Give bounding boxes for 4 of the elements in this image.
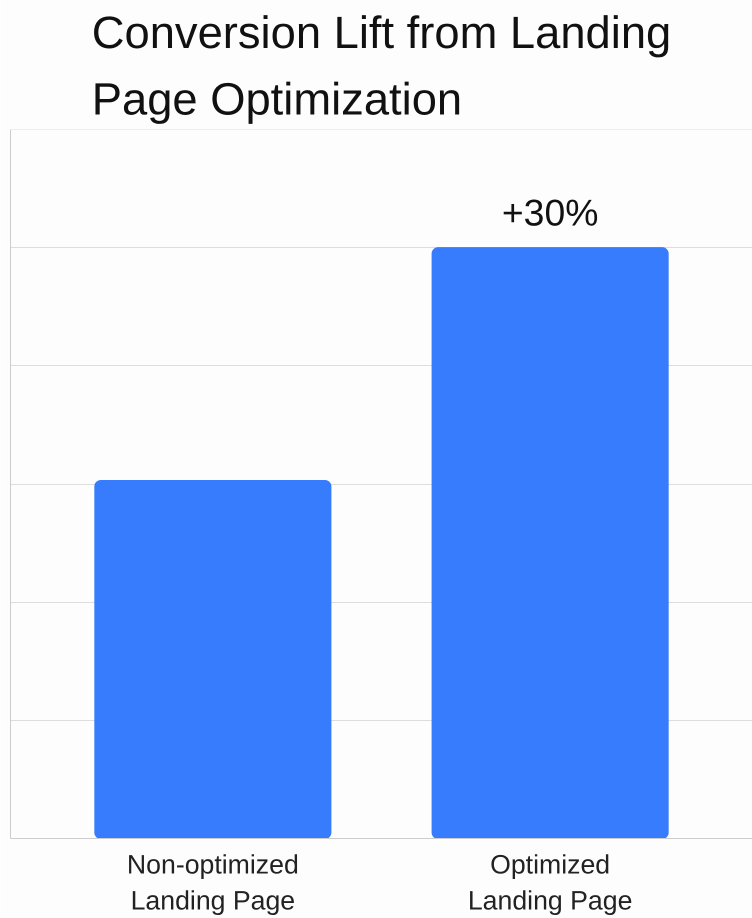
x-tick-label: Optimized Landing Page	[468, 850, 632, 916]
chart-title: Conversion Lift from Landing Page Optimization	[92, 7, 672, 124]
annotation: +30%	[502, 192, 598, 234]
x-tick-label: Non-optimized Landing Page	[126, 850, 299, 916]
